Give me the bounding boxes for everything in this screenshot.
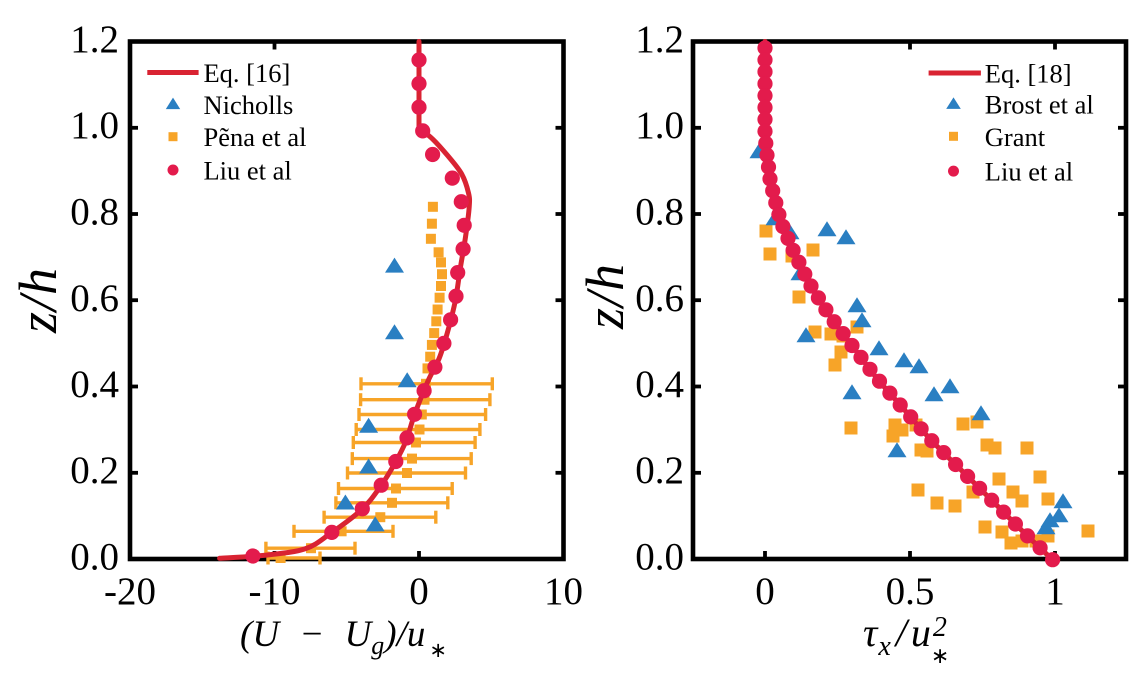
svg-text:Eq. [16]: Eq. [16] — [204, 58, 291, 88]
svg-text:z/h: z/h — [8, 267, 68, 334]
svg-text:(U − Ug)/u∗: (U − Ug)/u ∗ — [240, 614, 447, 662]
svg-text:1: 1 — [1045, 570, 1065, 613]
svg-text:-20: -20 — [104, 570, 156, 613]
svg-text:0.8: 0.8 — [70, 191, 119, 234]
svg-text:-10: -10 — [249, 570, 301, 613]
svg-text:1.2: 1.2 — [635, 18, 684, 61]
svg-text:0.6: 0.6 — [70, 277, 119, 320]
svg-text:10: 10 — [544, 570, 583, 613]
svg-text:1.2: 1.2 — [70, 18, 119, 61]
svg-text:0: 0 — [409, 570, 429, 613]
svg-text:0.2: 0.2 — [70, 449, 119, 492]
svg-text:0.2: 0.2 — [635, 449, 684, 492]
svg-text:Liu et al: Liu et al — [204, 156, 292, 186]
svg-text:0: 0 — [755, 570, 775, 613]
svg-text:0.0: 0.0 — [635, 536, 684, 579]
svg-text:1.0: 1.0 — [70, 104, 119, 147]
svg-text:Liu et al: Liu et al — [985, 157, 1073, 187]
svg-text:0.5: 0.5 — [886, 570, 935, 613]
svg-text:τx/u2∗: τx / u2 ∗ — [863, 610, 949, 668]
svg-text:Nicholls: Nicholls — [204, 90, 294, 120]
svg-text:Grant: Grant — [985, 122, 1046, 152]
svg-text:Pẽna et al: Pẽna et al — [204, 122, 307, 152]
svg-text:0.8: 0.8 — [635, 191, 684, 234]
svg-text:Eq. [18]: Eq. [18] — [985, 59, 1072, 89]
svg-text:1.0: 1.0 — [635, 104, 684, 147]
svg-text:0.4: 0.4 — [70, 363, 119, 406]
svg-text:0.0: 0.0 — [70, 536, 119, 579]
svg-text:z/h: z/h — [575, 263, 635, 330]
svg-text:0.4: 0.4 — [635, 363, 684, 406]
svg-text:Brost et al: Brost et al — [985, 90, 1094, 120]
svg-text:0.6: 0.6 — [635, 277, 684, 320]
